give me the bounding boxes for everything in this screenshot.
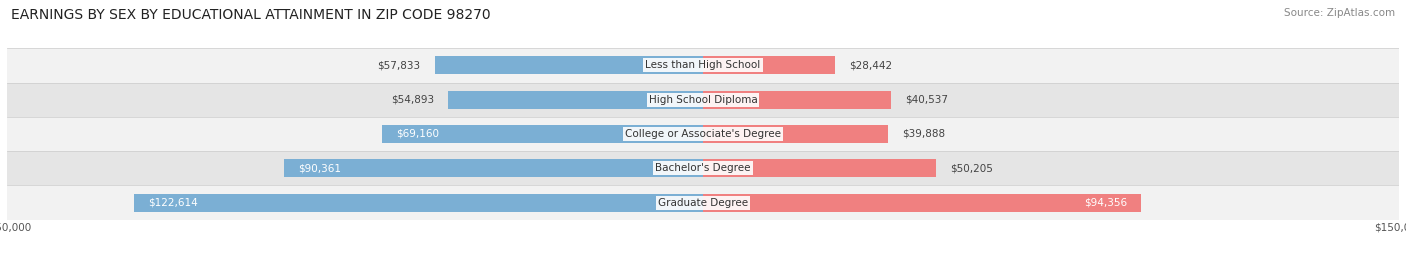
Bar <box>449 91 703 109</box>
Text: Source: ZipAtlas.com: Source: ZipAtlas.com <box>1284 8 1395 18</box>
Bar <box>434 57 703 74</box>
Text: Bachelor's Degree: Bachelor's Degree <box>655 163 751 173</box>
Bar <box>284 159 703 177</box>
Bar <box>703 194 1140 211</box>
Text: $94,356: $94,356 <box>1084 198 1126 208</box>
Text: EARNINGS BY SEX BY EDUCATIONAL ATTAINMENT IN ZIP CODE 98270: EARNINGS BY SEX BY EDUCATIONAL ATTAINMEN… <box>11 8 491 22</box>
Text: $40,537: $40,537 <box>905 95 948 105</box>
Bar <box>7 185 1399 220</box>
Text: $122,614: $122,614 <box>148 198 198 208</box>
Bar <box>703 57 835 74</box>
Bar <box>703 125 889 143</box>
Text: College or Associate's Degree: College or Associate's Degree <box>626 129 780 139</box>
Text: $54,893: $54,893 <box>391 95 434 105</box>
Text: High School Diploma: High School Diploma <box>648 95 758 105</box>
Bar <box>7 151 1399 185</box>
Text: $39,888: $39,888 <box>903 129 945 139</box>
Text: $90,361: $90,361 <box>298 163 340 173</box>
Bar <box>703 159 936 177</box>
Text: $50,205: $50,205 <box>950 163 993 173</box>
Text: $57,833: $57,833 <box>378 60 420 70</box>
Bar <box>7 83 1399 117</box>
Bar <box>703 91 891 109</box>
Text: Graduate Degree: Graduate Degree <box>658 198 748 208</box>
Text: $69,160: $69,160 <box>396 129 439 139</box>
Bar <box>7 117 1399 151</box>
Bar <box>382 125 703 143</box>
Bar <box>134 194 703 211</box>
Text: $28,442: $28,442 <box>849 60 891 70</box>
Text: Less than High School: Less than High School <box>645 60 761 70</box>
Bar <box>7 48 1399 83</box>
